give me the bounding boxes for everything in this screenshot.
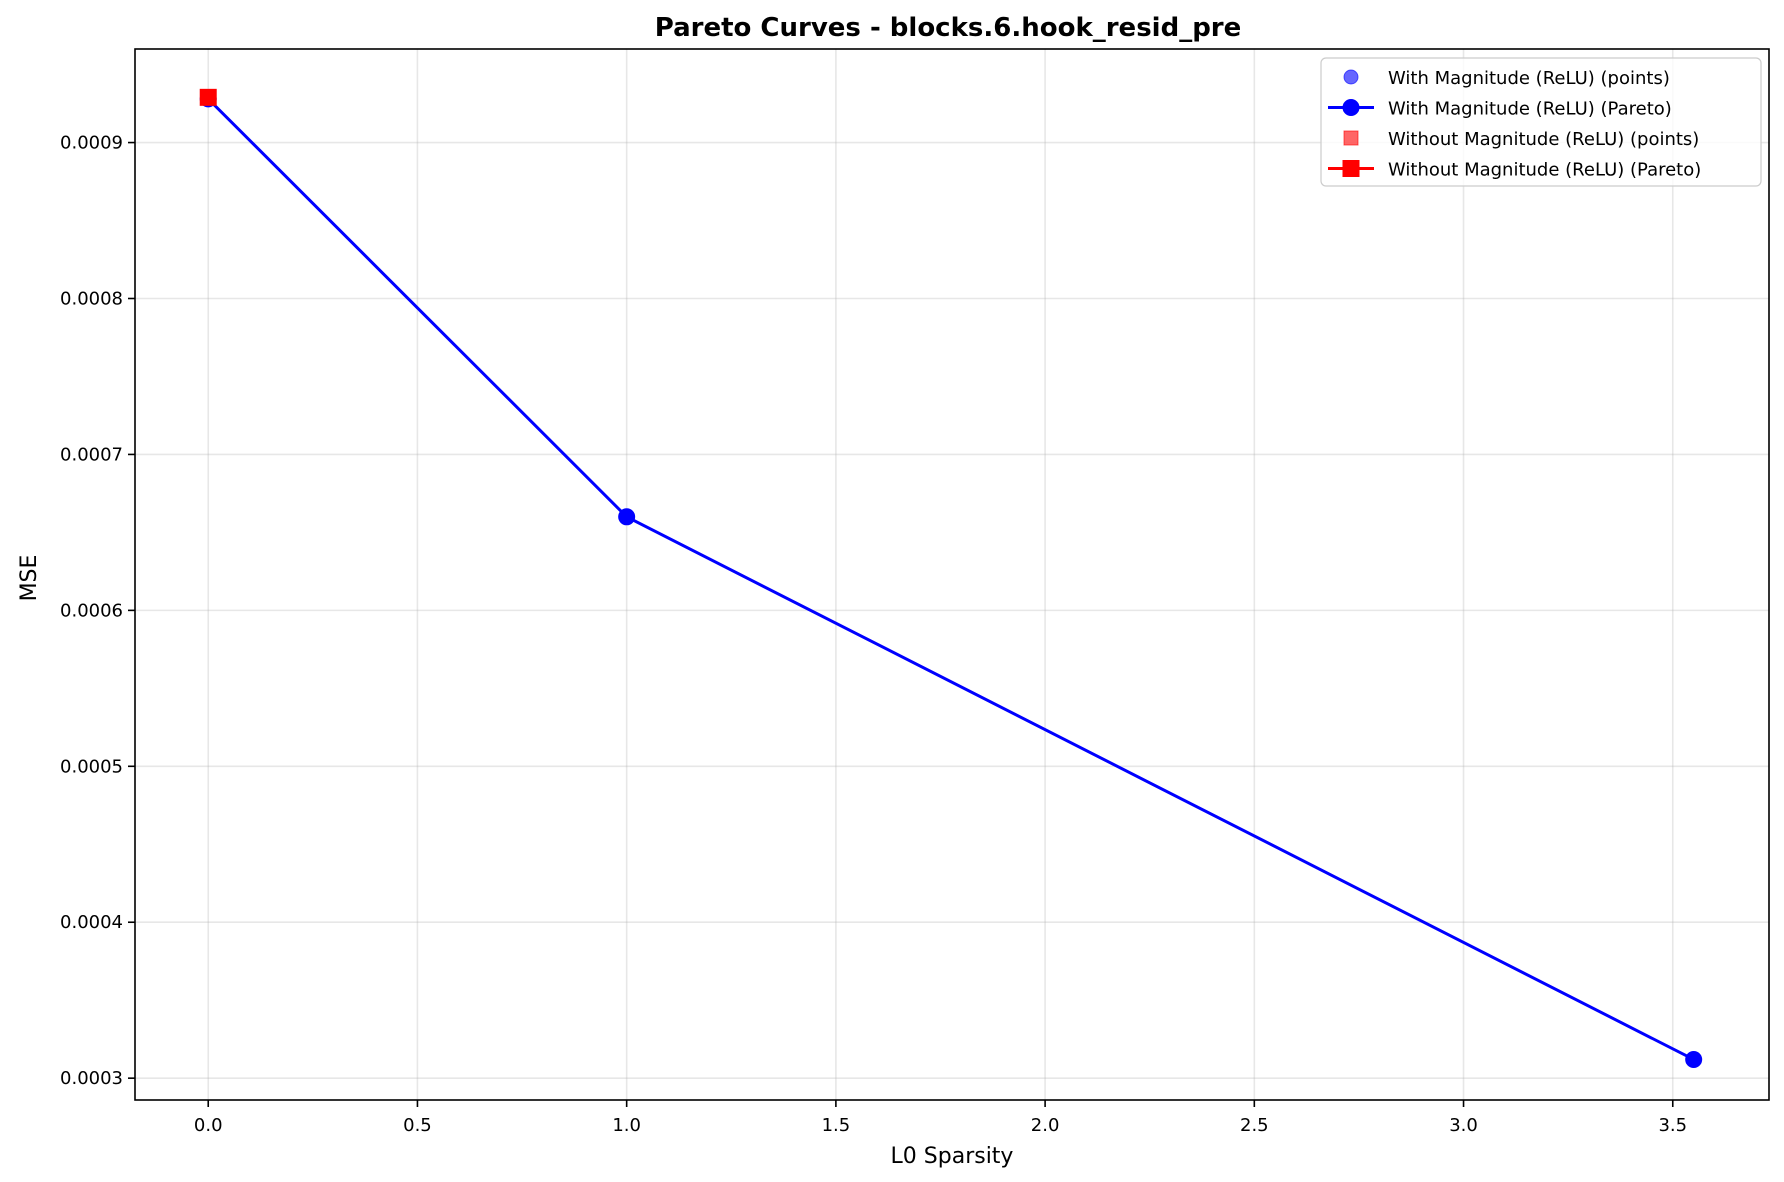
legend-marker: [1343, 69, 1359, 85]
plot-area-frame: [134, 48, 1770, 1101]
x-tick-label: 2.0: [1031, 1115, 1060, 1136]
series-without-magnitude-relu-pareto: [199, 88, 217, 106]
legend-marker: [1343, 130, 1359, 146]
legend-label: With Magnitude (ReLU) (Pareto): [1388, 99, 1672, 120]
x-axis-ticks: 0.0 0.5 1.0 1.5 2.0 2.5 3.0 3.5: [194, 1100, 1687, 1136]
legend-label: Without Magnitude (ReLU) (Pareto): [1388, 160, 1701, 181]
data-point: [1685, 1050, 1703, 1068]
y-axis-ticks: 0.0003 0.0004 0.0005 0.0006 0.0007 0.0008 0.00…: [60, 133, 135, 1089]
y-tick-label: 0.0003: [60, 1068, 123, 1089]
data-point: [618, 508, 636, 526]
legend-entry: With Magnitude (ReLU) (Pareto): [1328, 99, 1672, 120]
y-tick-label: 0.0006: [60, 600, 123, 621]
x-tick-label: 0.0: [194, 1115, 223, 1136]
y-tick-label: 0.0005: [60, 756, 123, 777]
y-tick-label: 0.0007: [60, 444, 123, 465]
grid-layer: [135, 49, 1769, 1100]
x-tick-label: 1.5: [822, 1115, 851, 1136]
x-tick-label: 1.0: [612, 1115, 641, 1136]
y-axis-label: MSE: [17, 555, 42, 602]
series-layer: [199, 88, 1703, 1068]
legend-entry: Without Magnitude (ReLU) (points): [1343, 129, 1699, 150]
x-axis-label: L0 Sparsity: [891, 1144, 1014, 1169]
x-tick-label: 3.0: [1449, 1115, 1478, 1136]
chart-title: Pareto Curves - blocks.6.hook_resid_pre: [655, 13, 1242, 43]
x-tick-label: 0.5: [403, 1115, 432, 1136]
y-tick-label: 0.0004: [60, 912, 123, 933]
legend-marker: [1342, 160, 1360, 177]
legend-marker: [1342, 99, 1360, 116]
legend: With Magnitude (ReLU) (points) With Magni…: [1320, 57, 1762, 187]
legend-label: Without Magnitude (ReLU) (points): [1388, 129, 1699, 150]
data-point: [199, 88, 217, 106]
x-tick-label: 2.5: [1240, 1115, 1269, 1136]
legend-box: [1320, 57, 1762, 187]
legend-entry: With Magnitude (ReLU) (points): [1343, 68, 1670, 89]
x-tick-label: 3.5: [1658, 1115, 1687, 1136]
y-tick-label: 0.0008: [60, 288, 123, 309]
legend-entry: Without Magnitude (ReLU) (Pareto): [1328, 160, 1701, 181]
y-tick-label: 0.0009: [60, 133, 123, 154]
legend-label: With Magnitude (ReLU) (points): [1388, 68, 1670, 89]
